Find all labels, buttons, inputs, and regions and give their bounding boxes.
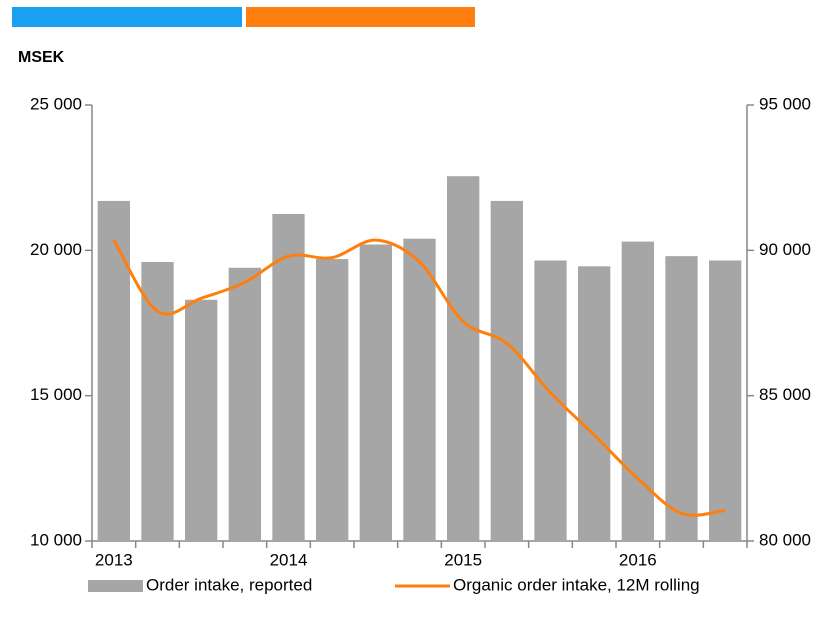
bar xyxy=(621,241,654,541)
bar xyxy=(447,176,480,542)
y-tick-label: 10 000 xyxy=(30,530,82,549)
bar xyxy=(272,214,305,541)
header-bar-blue xyxy=(12,7,242,27)
bar xyxy=(141,261,174,541)
header-bar-orange xyxy=(246,7,475,27)
bar xyxy=(228,267,261,541)
bar xyxy=(185,299,218,541)
y2-tick-label: 85 000 xyxy=(759,385,811,404)
y2-tick-label: 95 000 xyxy=(759,94,811,113)
bar xyxy=(316,259,349,541)
x-tick-label: 2013 xyxy=(95,550,133,569)
x-tick-label: 2014 xyxy=(270,550,308,569)
y-tick-label: 20 000 xyxy=(30,240,82,259)
x-tick-label: 2016 xyxy=(619,550,657,569)
bar xyxy=(359,244,392,541)
bar xyxy=(709,260,742,541)
x-tick-label: 2015 xyxy=(444,550,482,569)
legend-swatch xyxy=(88,580,143,592)
y2-tick-label: 80 000 xyxy=(759,530,811,549)
y-tick-label: 25 000 xyxy=(30,94,82,113)
line xyxy=(112,238,726,517)
bar xyxy=(403,238,436,541)
bar xyxy=(490,200,523,542)
legend-label: Organic order intake, 12M rolling xyxy=(453,575,700,594)
bar xyxy=(97,200,130,542)
y-axis-unit: MSEK xyxy=(18,49,65,66)
y2-tick-label: 90 000 xyxy=(759,240,811,259)
legend-label: Order intake, reported xyxy=(146,575,312,594)
bar xyxy=(578,266,611,541)
bar xyxy=(665,256,698,541)
bar xyxy=(534,260,567,541)
y-tick-label: 15 000 xyxy=(30,385,82,404)
